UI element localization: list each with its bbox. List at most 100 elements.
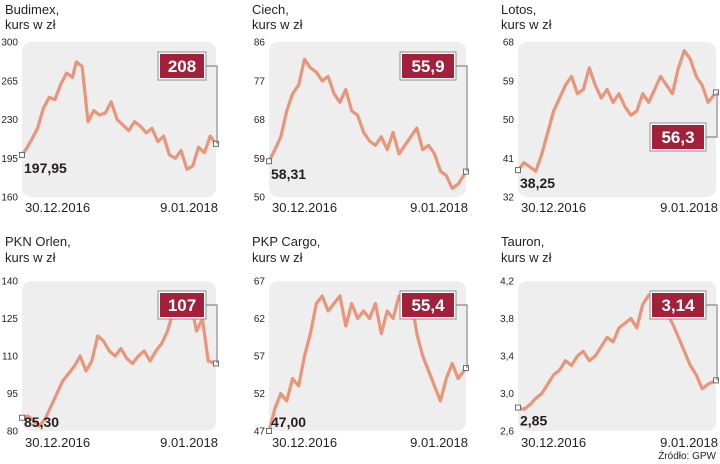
- x-tick-label-end: 9.01.2018: [160, 435, 218, 450]
- x-tick-label-start: 30.12.2016: [521, 200, 586, 215]
- y-tick-label: 300: [1, 38, 18, 49]
- x-tick-label-start: 30.12.2016: [272, 435, 337, 450]
- end-value-label: 56,3: [661, 128, 694, 147]
- chart-title: PKP Cargo,: [252, 234, 320, 249]
- end-connector: [454, 65, 468, 172]
- y-tick-label: 140: [1, 277, 18, 288]
- start-value-label: 38,25: [520, 175, 555, 191]
- y-tick-label: 125: [1, 314, 18, 325]
- series-line: [516, 293, 718, 411]
- end-value-label: 107: [168, 296, 196, 315]
- start-value-label: 58,31: [271, 166, 306, 182]
- y-tick-label: 67: [254, 277, 266, 288]
- chart-title: PKN Orlen,: [5, 234, 71, 249]
- start-marker: [266, 158, 272, 165]
- end-connector: [204, 304, 218, 364]
- chart-title: Budimex,: [5, 2, 59, 17]
- y-tick-label: 68: [254, 115, 266, 126]
- end-value-box: [402, 54, 454, 78]
- start-value-label: 2,85: [520, 413, 547, 429]
- end-connector: [704, 92, 718, 138]
- end-marker: [713, 89, 719, 96]
- x-tick-label-start: 30.12.2016: [25, 200, 90, 215]
- start-marker: [515, 167, 521, 174]
- stock-chart-5: Tauron,kurs w zł 4,2 3,8 3,4 3,0 2,6 30.12.201…: [500, 234, 719, 450]
- y-tick-label: 195: [1, 154, 18, 165]
- stock-chart-1: Ciech,kurs w zł 86 77 68 59 50 30.12.2016 9.01.…: [252, 2, 469, 215]
- y-tick-label: 68: [503, 38, 515, 49]
- y-tick-label: 41: [503, 154, 515, 165]
- chart-title: Ciech,: [252, 2, 289, 17]
- y-tick-label: 62: [254, 314, 266, 325]
- end-marker: [463, 365, 469, 371]
- end-value-box: [652, 293, 704, 317]
- stock-chart-2: Lotos,kurs w zł 68 59 50 41 32 30.12.2016 9.01.…: [501, 2, 719, 215]
- start-value-label: 197,95: [24, 160, 67, 176]
- chart-subtitle: kurs w zł: [5, 17, 56, 32]
- x-tick-label-end: 9.01.2018: [660, 435, 718, 450]
- y-tick-label: 47: [254, 427, 266, 438]
- y-tick-label: 59: [503, 76, 515, 87]
- end-marker: [213, 360, 219, 367]
- y-tick-label: 110: [2, 352, 18, 363]
- x-tick-label-start: 30.12.2016: [25, 435, 90, 450]
- end-value-label: 208: [168, 57, 196, 76]
- y-tick-label: 4,2: [500, 277, 514, 288]
- y-tick-label: 3,8: [500, 314, 514, 325]
- end-connector: [454, 304, 468, 368]
- start-marker: [19, 151, 25, 158]
- x-tick-label-end: 9.01.2018: [410, 200, 468, 215]
- chart-title: Lotos,: [501, 2, 536, 17]
- y-tick-label: 57: [254, 352, 266, 363]
- end-value-label: 55,9: [411, 57, 444, 76]
- start-value-label: 85,30: [24, 414, 59, 430]
- y-tick-label: 52: [254, 389, 266, 400]
- y-tick-label: 265: [1, 76, 18, 87]
- start-marker: [515, 404, 521, 411]
- y-tick-label: 160: [1, 193, 18, 204]
- chart-subtitle: kurs w zł: [252, 17, 303, 32]
- y-tick-label: 230: [1, 115, 18, 126]
- chart-subtitle: kurs w zł: [501, 250, 552, 265]
- x-tick-label-end: 9.01.2018: [160, 200, 218, 215]
- end-value-box: [652, 125, 704, 149]
- series-line: [20, 60, 218, 171]
- end-value-label: 3,14: [661, 296, 695, 315]
- y-tick-label: 3,4: [500, 352, 514, 363]
- series-line: [267, 57, 468, 190]
- series-line: [516, 48, 718, 173]
- end-marker: [713, 377, 719, 384]
- end-value-box: [402, 293, 454, 317]
- y-tick-label: 32: [503, 193, 515, 204]
- x-tick-label-end: 9.01.2018: [660, 200, 718, 215]
- y-tick-label: 59: [254, 154, 266, 165]
- plot-area: [269, 42, 466, 197]
- start-value-label: 47,00: [271, 414, 306, 430]
- end-connector: [204, 65, 218, 144]
- y-tick-label: 3,0: [500, 389, 514, 400]
- end-value-label: 55,4: [411, 296, 445, 315]
- chart-subtitle: kurs w zł: [5, 250, 56, 265]
- plot-area: [518, 42, 716, 197]
- source-note: Źródło: GPW: [658, 449, 716, 462]
- y-tick-label: 77: [254, 76, 266, 87]
- start-marker: [266, 428, 272, 434]
- y-tick-label: 80: [7, 427, 19, 438]
- stock-chart-0: Budimex,kurs w zł 300 265 230 195 160 30.12.20…: [1, 2, 219, 215]
- y-tick-label: 95: [7, 389, 19, 400]
- x-tick-label-end: 9.01.2018: [410, 435, 468, 450]
- x-tick-label-start: 30.12.2016: [272, 200, 337, 215]
- chart-title: Tauron,: [501, 234, 544, 249]
- start-marker: [19, 414, 25, 421]
- stock-chart-4: PKP Cargo,kurs w zł 67 62 57 52 47 30.12.2016 9…: [252, 234, 469, 450]
- y-tick-label: 86: [254, 38, 266, 49]
- chart-subtitle: kurs w zł: [252, 250, 303, 265]
- end-value-box: [160, 54, 204, 78]
- y-tick-label: 50: [254, 193, 266, 204]
- end-marker: [213, 140, 219, 147]
- y-tick-label: 50: [503, 115, 515, 126]
- stock-chart-3: PKN Orlen,kurs w zł 140 125 110 95 80 30.12.20…: [1, 234, 219, 450]
- end-connector: [704, 304, 718, 381]
